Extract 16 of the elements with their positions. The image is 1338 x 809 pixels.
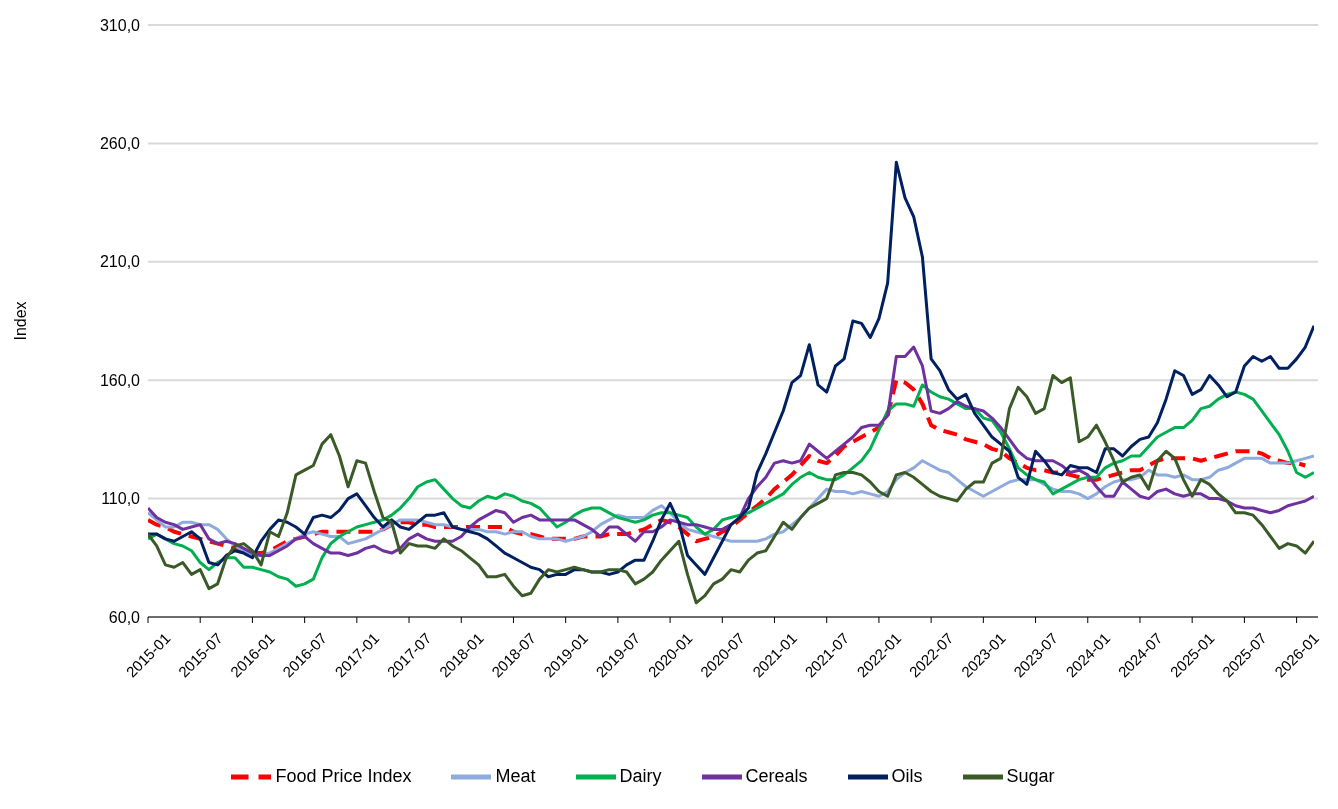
legend-label: Oils (891, 765, 923, 786)
line-series (148, 160, 1314, 579)
y-tick-label: 60,0 (108, 608, 141, 626)
legend-label: Dairy (619, 765, 662, 786)
y-tick-label: 260,0 (99, 135, 141, 153)
legend-label: Meat (495, 765, 536, 786)
y-tick-label: 160,0 (99, 371, 141, 389)
y-tick-label: 110,0 (101, 490, 141, 508)
y-tick-label: 310,0 (99, 16, 141, 34)
line-series (148, 345, 1314, 557)
line-series (148, 378, 1308, 556)
y-tick-label: 210,0 (99, 253, 141, 271)
y-axis-title: Index (11, 301, 29, 341)
legend-label: Cereals (745, 765, 808, 786)
legend-label: Food Price Index (275, 765, 412, 786)
legend-label: Sugar (1006, 765, 1055, 786)
